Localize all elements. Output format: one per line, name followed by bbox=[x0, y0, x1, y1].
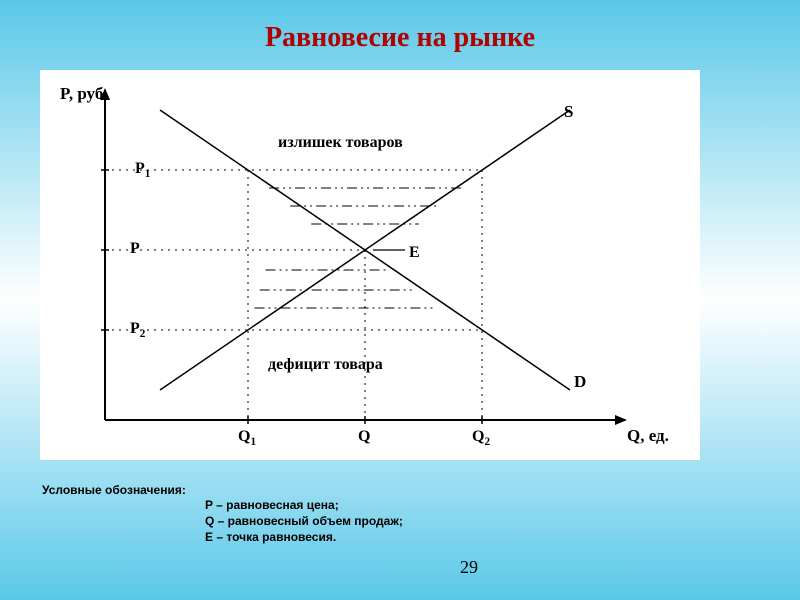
supply-label: S bbox=[564, 102, 573, 122]
page-number: 29 bbox=[460, 557, 478, 578]
legend-title: Условные обозначения: bbox=[42, 483, 186, 497]
tick-Q: Q bbox=[358, 428, 370, 446]
x-axis-label: Q, ед. bbox=[627, 426, 669, 446]
tick-P2: P2 bbox=[130, 320, 145, 340]
legend-item: P – равновесная цена; bbox=[205, 498, 339, 512]
legend-item: Q – равновесный объем продаж; bbox=[205, 514, 403, 528]
shortage-label: дефицит товара bbox=[268, 356, 383, 374]
equilibrium-label: E bbox=[409, 244, 420, 262]
tick-P: P bbox=[130, 240, 140, 258]
tick-Q1: Q1 bbox=[238, 428, 256, 448]
y-axis-label: P, руб. bbox=[60, 84, 108, 104]
tick-P1: P1 bbox=[135, 160, 150, 180]
tick-Q2: Q2 bbox=[472, 428, 490, 448]
surplus-label: излишек товаров bbox=[278, 134, 403, 152]
chart-svg bbox=[0, 0, 800, 600]
legend-item: E – точка равновесия. bbox=[205, 530, 336, 544]
demand-label: D bbox=[574, 372, 586, 392]
